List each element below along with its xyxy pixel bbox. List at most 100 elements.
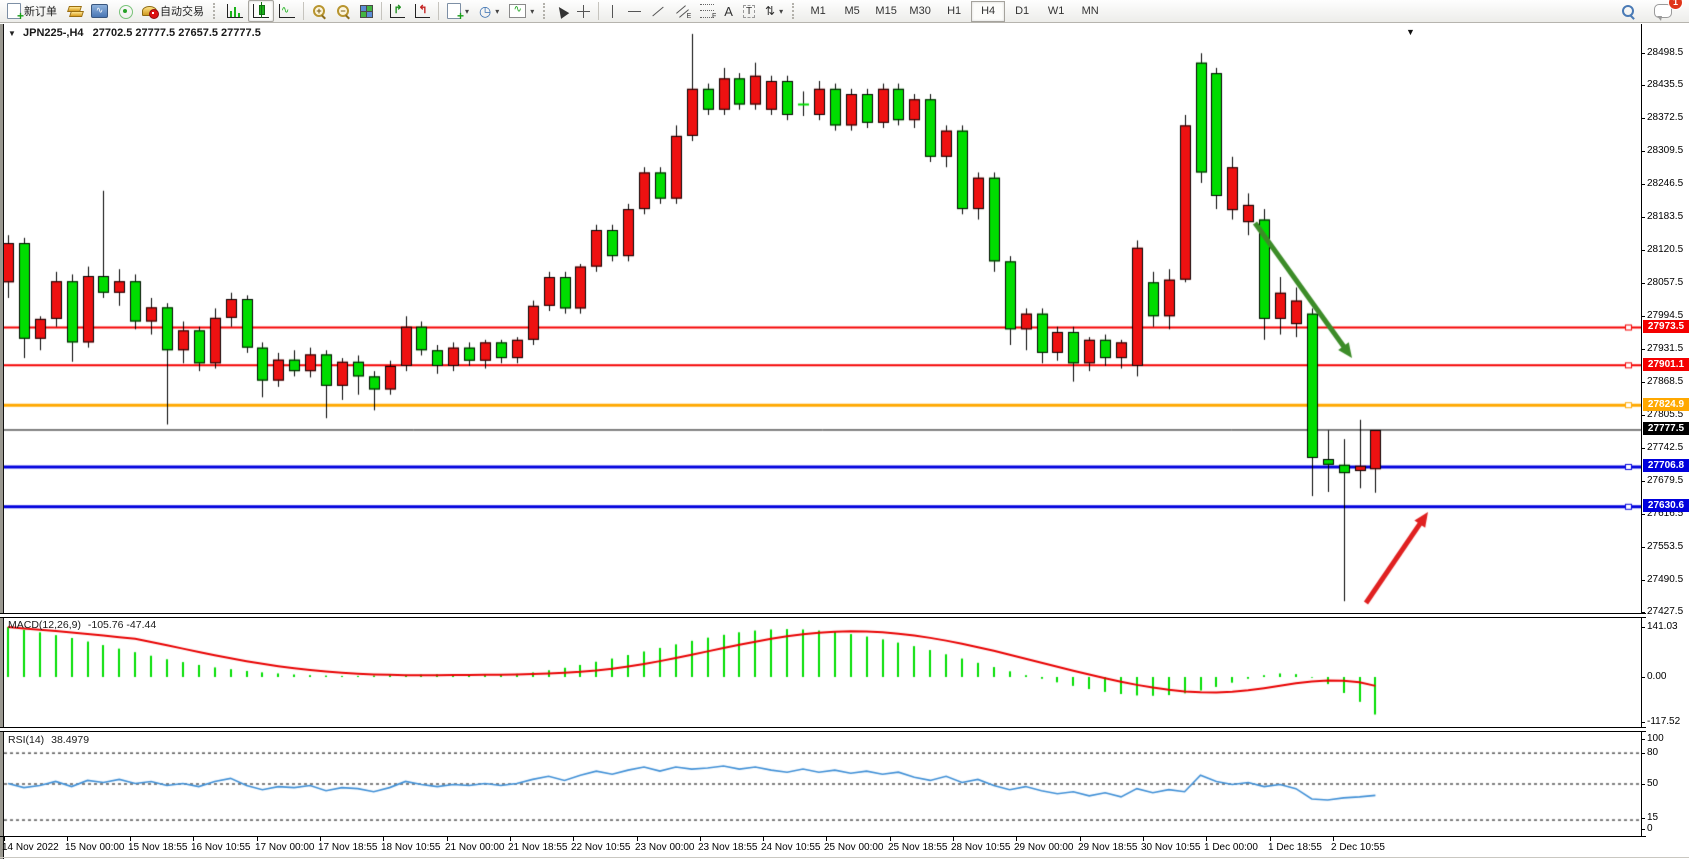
horizontal-line-tool-button[interactable]	[623, 0, 646, 22]
price-tick-mark	[1641, 53, 1645, 54]
rsi-value: 38.4979	[51, 734, 90, 746]
zoom-out-button[interactable]: −	[331, 0, 355, 22]
time-axis-label: 29 Nov 18:55	[1078, 842, 1138, 853]
auto-trading-icon	[142, 5, 159, 19]
macd-axis-label: -117.52	[1647, 716, 1681, 727]
cursor-tool-button[interactable]	[552, 0, 572, 22]
time-tick-mark	[1270, 837, 1271, 841]
gold-button[interactable]	[62, 0, 86, 22]
text-tool-icon: A	[724, 3, 733, 19]
arrows-tool-icon: ⇅	[765, 4, 776, 18]
price-tick-mark	[1641, 118, 1645, 119]
candlestick-chart-button[interactable]	[248, 0, 274, 22]
clock-icon: ◷	[479, 3, 492, 19]
line-chart-icon: ∿	[279, 4, 295, 18]
price-tick-label: 27679.5	[1647, 475, 1684, 486]
line-chart-button[interactable]: ∿	[274, 0, 300, 22]
channel-tool-button[interactable]: E	[670, 0, 695, 22]
timeframe-d1[interactable]: D1	[1015, 5, 1030, 17]
shift-chart-button[interactable]: ↰	[410, 0, 435, 22]
text-tool-button[interactable]: A	[719, 0, 738, 22]
zoom-in-button[interactable]: +	[307, 0, 331, 22]
time-tick-mark	[1206, 837, 1207, 841]
hline-price-label: 27630.6	[1643, 499, 1689, 512]
new-chart-icon	[447, 3, 464, 23]
cursor-icon	[555, 3, 570, 19]
arrows-tool-button[interactable]: ⇅ ▾	[760, 0, 788, 22]
pane-separator[interactable]	[0, 613, 1646, 618]
main-chart-canvas[interactable]	[4, 24, 1641, 613]
time-tick-mark	[573, 837, 574, 841]
macd-pane-canvas[interactable]	[4, 618, 1641, 727]
time-axis-label: 25 Nov 18:55	[888, 842, 948, 853]
rsi-tick-mark	[1641, 818, 1645, 819]
price-tick-label: 28120.5	[1647, 244, 1684, 255]
rsi-axis-label: 0	[1647, 823, 1653, 834]
crosshair-tool-button[interactable]	[572, 0, 595, 22]
auto-arrange-button[interactable]: ↱	[385, 0, 410, 22]
timeframe-h1[interactable]: H1	[947, 5, 962, 17]
vertical-line-tool-button[interactable]	[602, 0, 623, 22]
time-tick-mark	[193, 837, 194, 841]
bar-chart-button[interactable]	[222, 0, 248, 22]
toolbar-separator	[438, 2, 439, 20]
text-label-tool-button[interactable]: T	[738, 0, 760, 22]
auto-trading-label: 自动交易	[160, 6, 204, 18]
auto-trading-button[interactable]: 自动交易	[137, 0, 209, 22]
price-tick-label: 27805.5	[1647, 409, 1684, 420]
timeframe-mn[interactable]: MN	[1081, 5, 1099, 17]
hline-price-label: 27824.9	[1643, 398, 1689, 411]
fibonacci-tool-button[interactable]: F	[695, 0, 719, 22]
time-tick-mark	[1143, 837, 1144, 841]
chart-menu-arrow-icon[interactable]: ▼	[1406, 27, 1415, 37]
price-tick-mark	[1641, 85, 1645, 86]
rsi-pane-canvas[interactable]	[4, 732, 1641, 835]
timeframe-m30[interactable]: M30	[909, 5, 931, 17]
price-tick-mark	[1641, 250, 1645, 251]
price-tick-mark	[1641, 415, 1645, 416]
zoom-out-icon: −	[336, 4, 350, 20]
timeframe-w1[interactable]: W1	[1047, 5, 1065, 17]
time-axis-label: 21 Nov 18:55	[508, 842, 568, 853]
price-tick-label: 27742.5	[1647, 442, 1684, 453]
price-tick-label: 28246.5	[1647, 178, 1684, 189]
chevron-down-icon: ▾	[530, 6, 535, 16]
new-order-button[interactable]: 新订单	[2, 0, 62, 23]
pane-separator[interactable]	[0, 727, 1646, 732]
price-tick-label: 28183.5	[1647, 211, 1684, 222]
notifications-button[interactable]: 1	[1649, 0, 1683, 22]
rsi-tick-mark	[1641, 784, 1645, 785]
tile-windows-button[interactable]	[355, 0, 378, 22]
trendline-icon	[652, 6, 664, 16]
rsi-name: RSI(14)	[8, 734, 45, 746]
macd-name: MACD(12,26,9)	[8, 619, 81, 631]
timeframe-m1[interactable]: M1	[810, 5, 826, 17]
timeframe-m5[interactable]: M5	[844, 5, 860, 17]
market-watch-button[interactable]: ∿	[86, 0, 113, 22]
zoom-in-icon: +	[312, 4, 326, 20]
signal-icon	[118, 4, 133, 19]
toolbar-separator	[598, 2, 600, 20]
time-axis-label: 2 Dec 10:55	[1331, 842, 1385, 853]
time-axis-label: 14 Nov 2022	[2, 842, 59, 853]
chart-title-arrow-icon[interactable]: ▼	[8, 29, 16, 38]
search-button[interactable]	[1616, 0, 1641, 22]
price-tick-label: 28498.5	[1647, 47, 1684, 58]
price-tick-mark	[1641, 481, 1645, 482]
chat-icon	[1654, 4, 1672, 21]
periods-button[interactable]: ◷ ▾	[474, 0, 504, 22]
time-tick-mark	[637, 837, 638, 841]
new-chart-button[interactable]: ▾	[442, 0, 474, 23]
time-tick-mark	[4, 837, 5, 841]
trendline-tool-button[interactable]	[646, 0, 670, 22]
timeframe-m15[interactable]: M15	[875, 5, 897, 17]
timeframe-h4[interactable]: H4	[971, 0, 1006, 22]
macd-indicator-label: MACD(12,26,9) -105.76 -47.44	[8, 619, 156, 631]
rsi-axis-label: 15	[1647, 812, 1659, 823]
signals-button[interactable]	[113, 0, 137, 22]
time-axis-label: 21 Nov 00:00	[445, 842, 505, 853]
time-tick-mark	[826, 837, 827, 841]
indicators-button[interactable]: ∿ ▾	[504, 0, 539, 22]
price-tick-mark	[1641, 349, 1645, 350]
current-price-label: 27777.5	[1643, 422, 1689, 435]
